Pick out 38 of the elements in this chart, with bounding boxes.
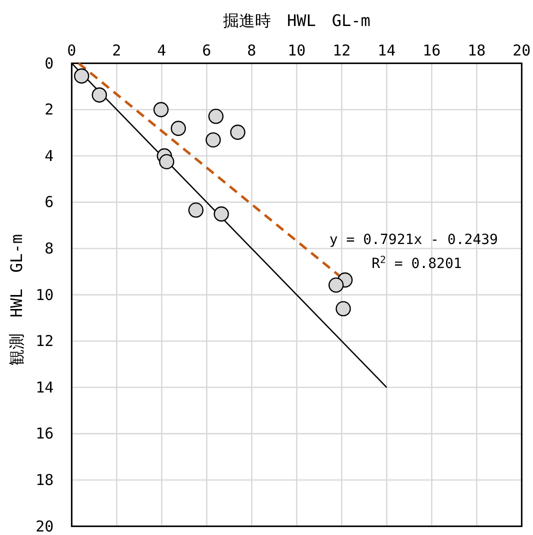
y-tick-label: 8 [44, 240, 54, 258]
x-tick-label: 14 [378, 41, 396, 60]
point [159, 154, 174, 170]
point [188, 202, 204, 218]
y-tick-label: 16 [36, 424, 54, 443]
point [92, 87, 107, 103]
y-tick-label: 10 [36, 286, 54, 304]
point [74, 68, 90, 84]
point [153, 102, 169, 118]
y-tick-label: 4 [44, 146, 54, 165]
x-tick-label: 2 [112, 41, 122, 60]
y-tick-label: 0 [44, 54, 54, 72]
x-tick-label: 0 [67, 41, 76, 60]
point [336, 301, 351, 316]
y-tick-label: 18 [36, 471, 54, 489]
annotation: y = 0.7921x - 0.2439 [329, 232, 498, 248]
x-axis-title: 掘進時 HWL GL-m [222, 11, 370, 30]
x-tick-label: 18 [468, 41, 486, 60]
x-tick-label: 16 [422, 41, 441, 60]
point [328, 277, 344, 293]
point [230, 124, 246, 140]
x-tick-label: 12 [332, 41, 351, 60]
y-axis-title: 観測 HWL GL-m [7, 234, 26, 366]
y-tick-label: 6 [44, 193, 54, 212]
point [214, 206, 229, 222]
x-tick-label: 8 [247, 41, 256, 60]
annotation: R$^{2}$ = 0.8201 [372, 254, 462, 272]
x-tick-label: 10 [288, 41, 306, 60]
point [206, 132, 221, 148]
y-tick-label: 20 [36, 517, 54, 535]
y-tick-label: 2 [44, 100, 54, 119]
y-tick-label: 14 [36, 378, 54, 396]
x-tick-label: 20 [512, 41, 531, 60]
point [170, 120, 186, 136]
x-tick-label: 4 [157, 41, 166, 60]
y-tick-label: 12 [36, 332, 54, 350]
point [208, 108, 224, 124]
x-tick-label: 6 [202, 41, 212, 60]
